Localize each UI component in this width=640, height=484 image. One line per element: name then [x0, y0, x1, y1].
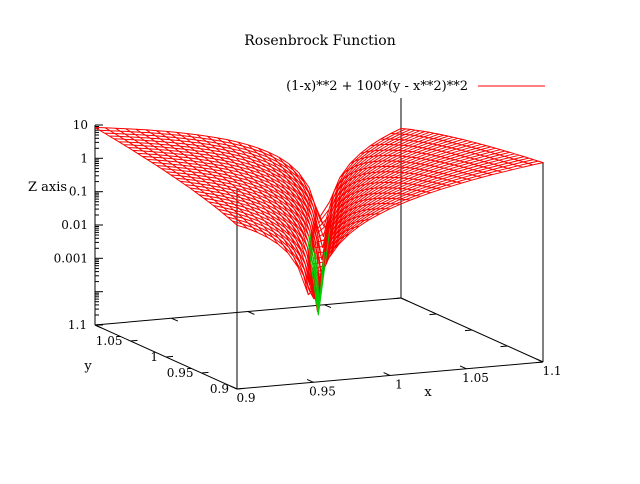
tick-label: 0.01: [61, 218, 88, 232]
surface-mesh: [94, 127, 544, 316]
tick-mark: [165, 355, 174, 358]
tick-label: 1.05: [96, 334, 123, 348]
tick-label: 0.001: [54, 251, 88, 265]
legend: (1-x)**2 + 100*(y - x**2)**2: [286, 79, 545, 94]
tick-label: 1.1: [68, 318, 87, 332]
tick-mark: [247, 311, 255, 315]
tick-mark: [464, 329, 473, 332]
tick-mark: [459, 365, 467, 370]
chart-title: Rosenbrock Function: [244, 33, 395, 49]
tick-mark: [429, 313, 437, 316]
tick-mark: [130, 339, 138, 342]
tick-label: 1: [395, 378, 403, 392]
tick-mark: [324, 304, 332, 309]
tick-mark: [201, 371, 209, 374]
legend-label: (1-x)**2 + 100*(y - x**2)**2: [286, 79, 468, 94]
tick-mark: [236, 387, 245, 390]
tick-label: 0.9: [236, 391, 255, 405]
tick-label: 1: [150, 350, 158, 364]
z-axis-title: Z axis: [28, 180, 67, 195]
tick-label: 0.1: [69, 185, 88, 199]
tick-mark: [171, 317, 179, 322]
axis-ticks: 0.9 0.95 1 1.05 1.1 0.9 0.95 1 1.05 1.1 0.001 0.01 0…: [54, 118, 562, 405]
tick-mark: [535, 361, 544, 364]
tick-label: 1.05: [462, 371, 489, 385]
tick-mark: [400, 297, 408, 302]
x-axis-title: x: [424, 385, 432, 400]
tick-label: 0.95: [309, 384, 336, 398]
tick-mark: [536, 358, 544, 363]
tick-label: 0.9: [210, 382, 229, 396]
tick-label: 1: [80, 151, 88, 165]
tick-mark: [383, 372, 391, 376]
y-axis-title: y: [83, 359, 92, 374]
tick-mark: [230, 385, 238, 390]
tick-mark: [306, 378, 314, 383]
tick-label: 10: [73, 118, 88, 132]
surface-wireframe: [94, 127, 544, 312]
tick-mark: [393, 297, 402, 300]
tick-mark: [500, 345, 508, 348]
minimum-clipped-marker: [307, 228, 331, 316]
tick-label: 0.95: [167, 366, 194, 380]
tick-label: 1.1: [542, 364, 561, 378]
